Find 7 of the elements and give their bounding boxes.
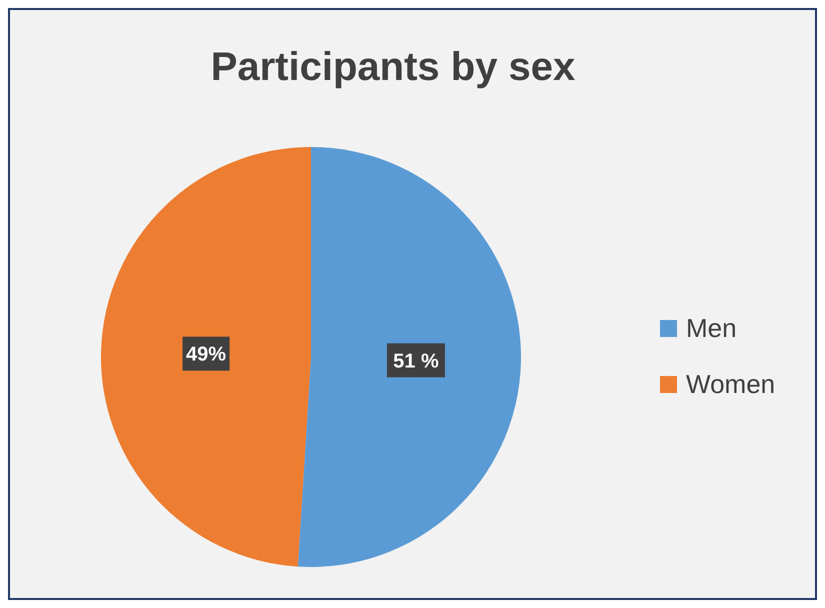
chart-title: Participants by sex [210,45,576,89]
legend-label: Women [686,369,776,400]
legend-label: Men [686,313,737,344]
data-label: 49% [186,344,226,366]
pie-slice [298,147,521,567]
pie-slice [101,147,311,567]
data-label: 51 % [393,350,439,372]
